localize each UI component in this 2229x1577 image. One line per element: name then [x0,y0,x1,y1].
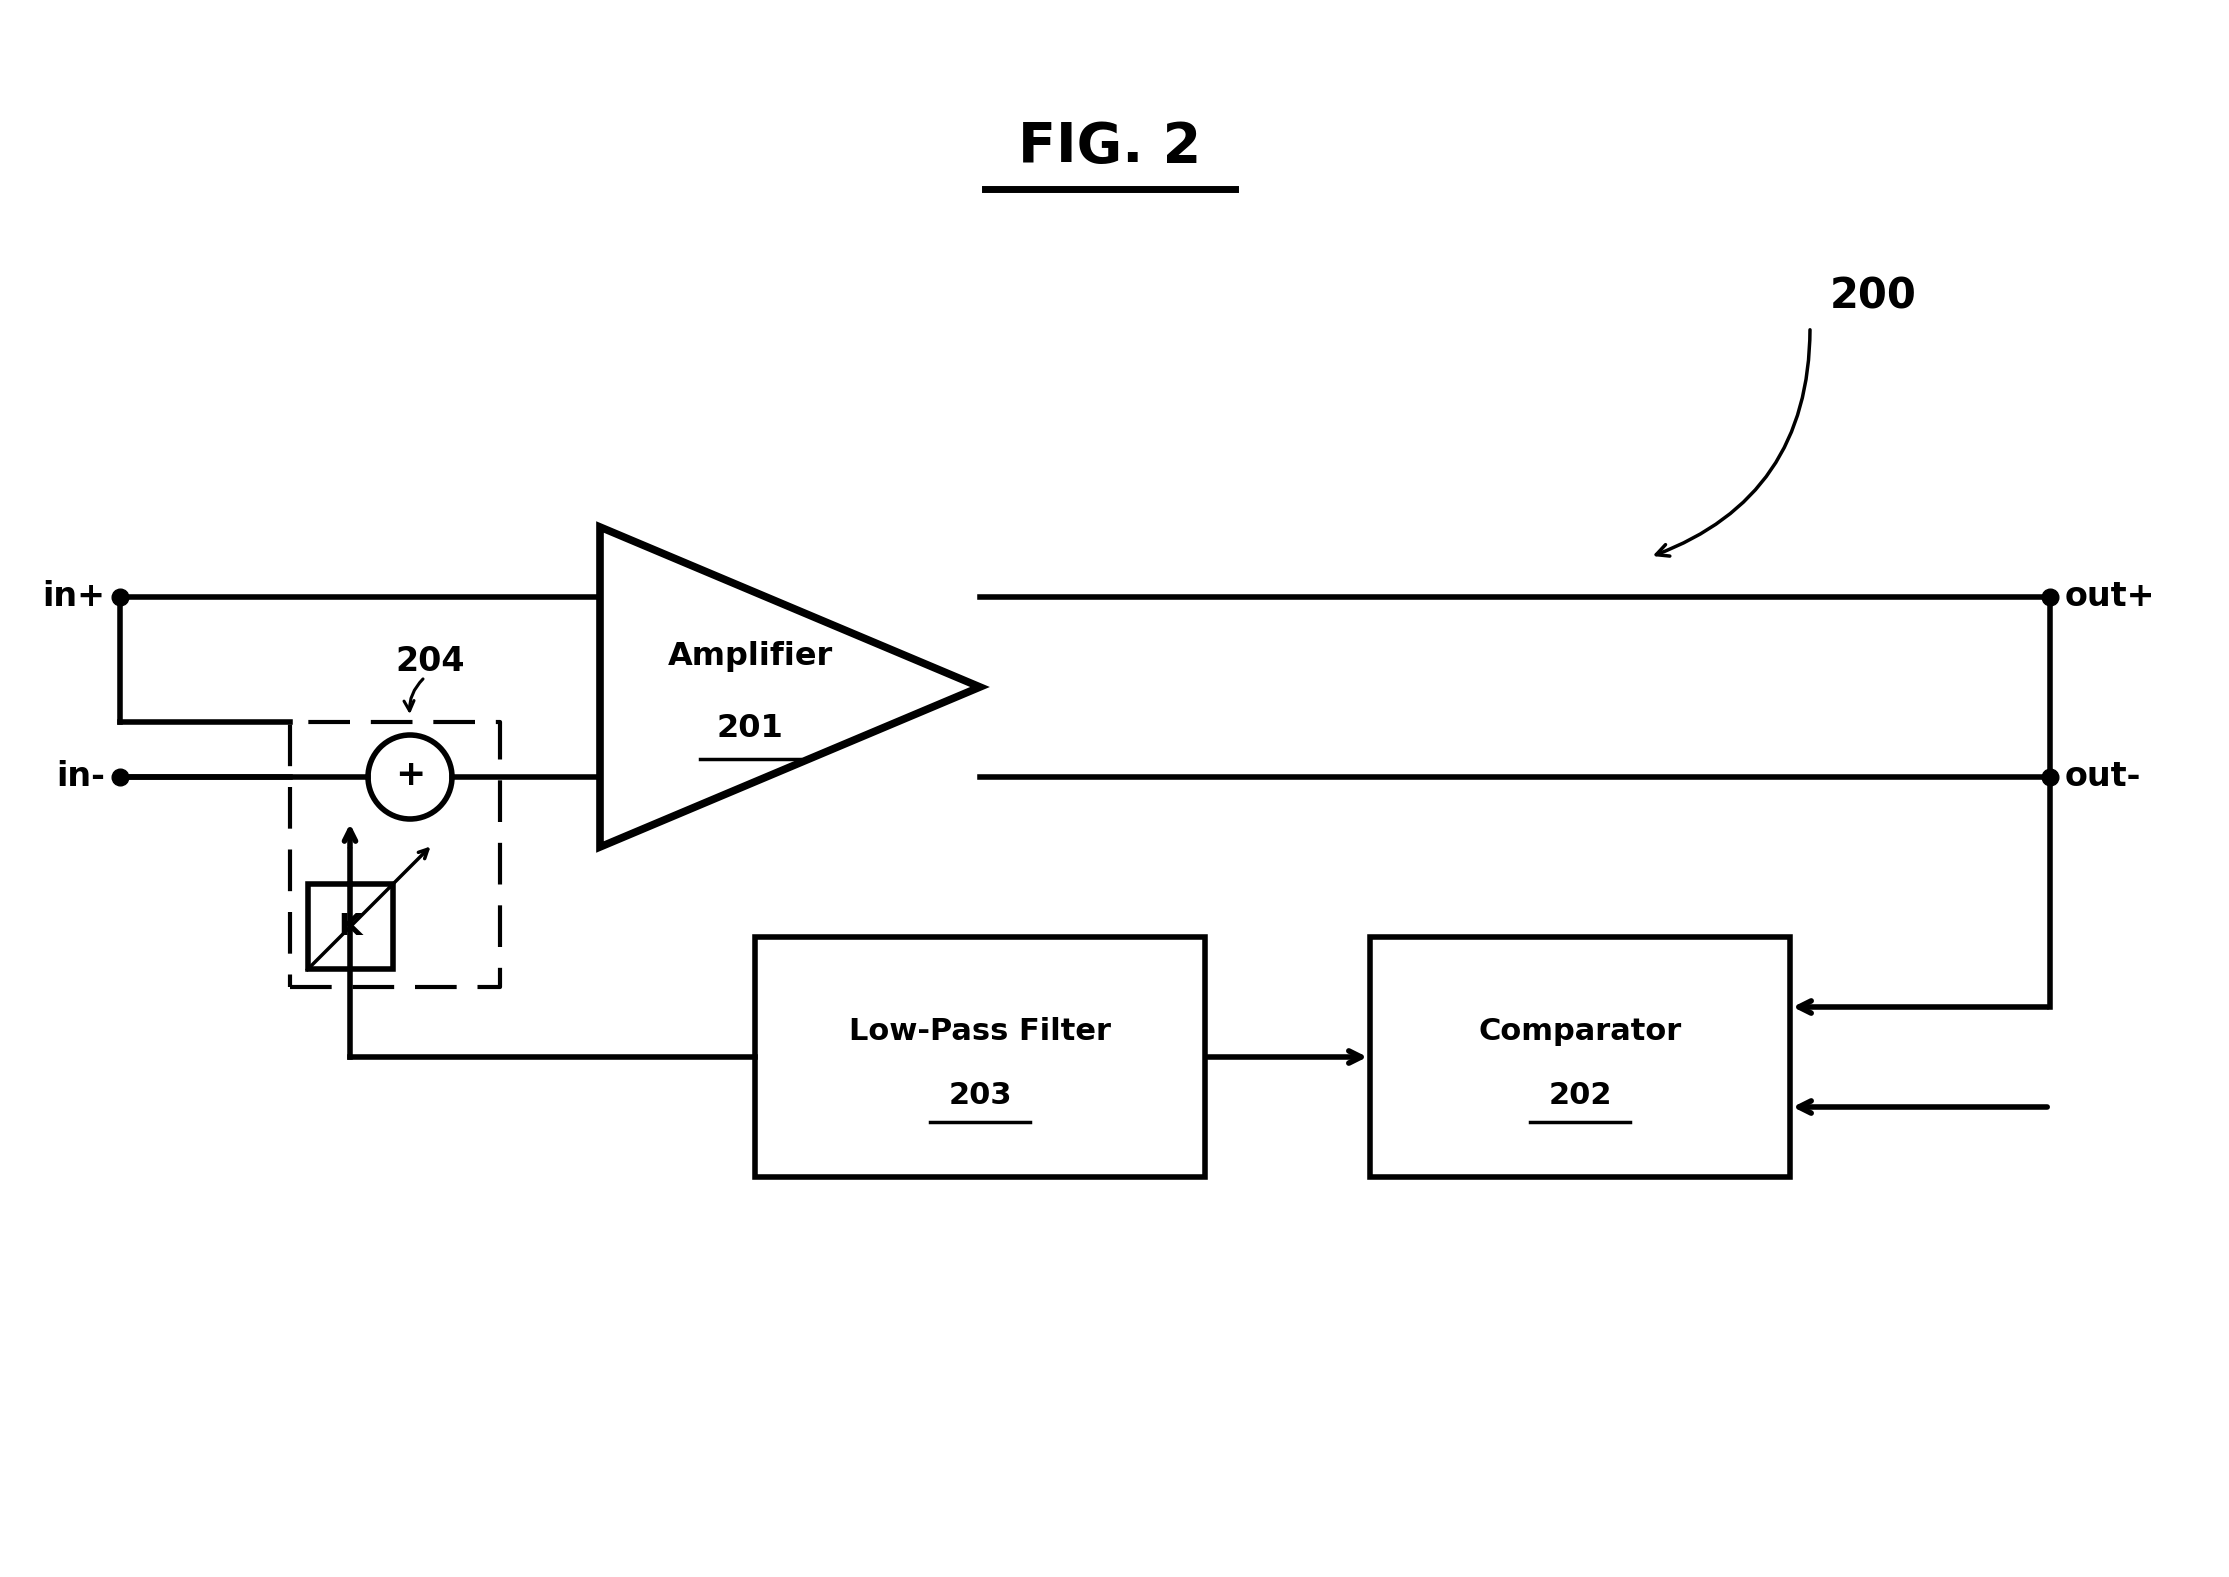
Bar [308,885,392,970]
Text: out-: out- [2064,760,2142,793]
Text: 200: 200 [1830,276,1917,319]
Text: Comparator: Comparator [1478,1017,1681,1047]
Text: 203: 203 [947,1080,1012,1110]
Text: +: + [395,759,426,792]
Text: out+: out+ [2064,580,2155,613]
Text: FIG. 2: FIG. 2 [1019,120,1201,173]
Text: K: K [339,913,361,941]
Text: 201: 201 [716,713,782,744]
Text: Low-Pass Filter: Low-Pass Filter [849,1017,1110,1047]
Bar [756,937,1206,1176]
Text: Amplifier: Amplifier [666,642,834,672]
Bar [1371,937,1790,1176]
Text: 204: 204 [395,645,466,678]
Text: in+: in+ [42,580,105,613]
Text: 202: 202 [1549,1080,1612,1110]
Text: in-: in- [56,760,105,793]
